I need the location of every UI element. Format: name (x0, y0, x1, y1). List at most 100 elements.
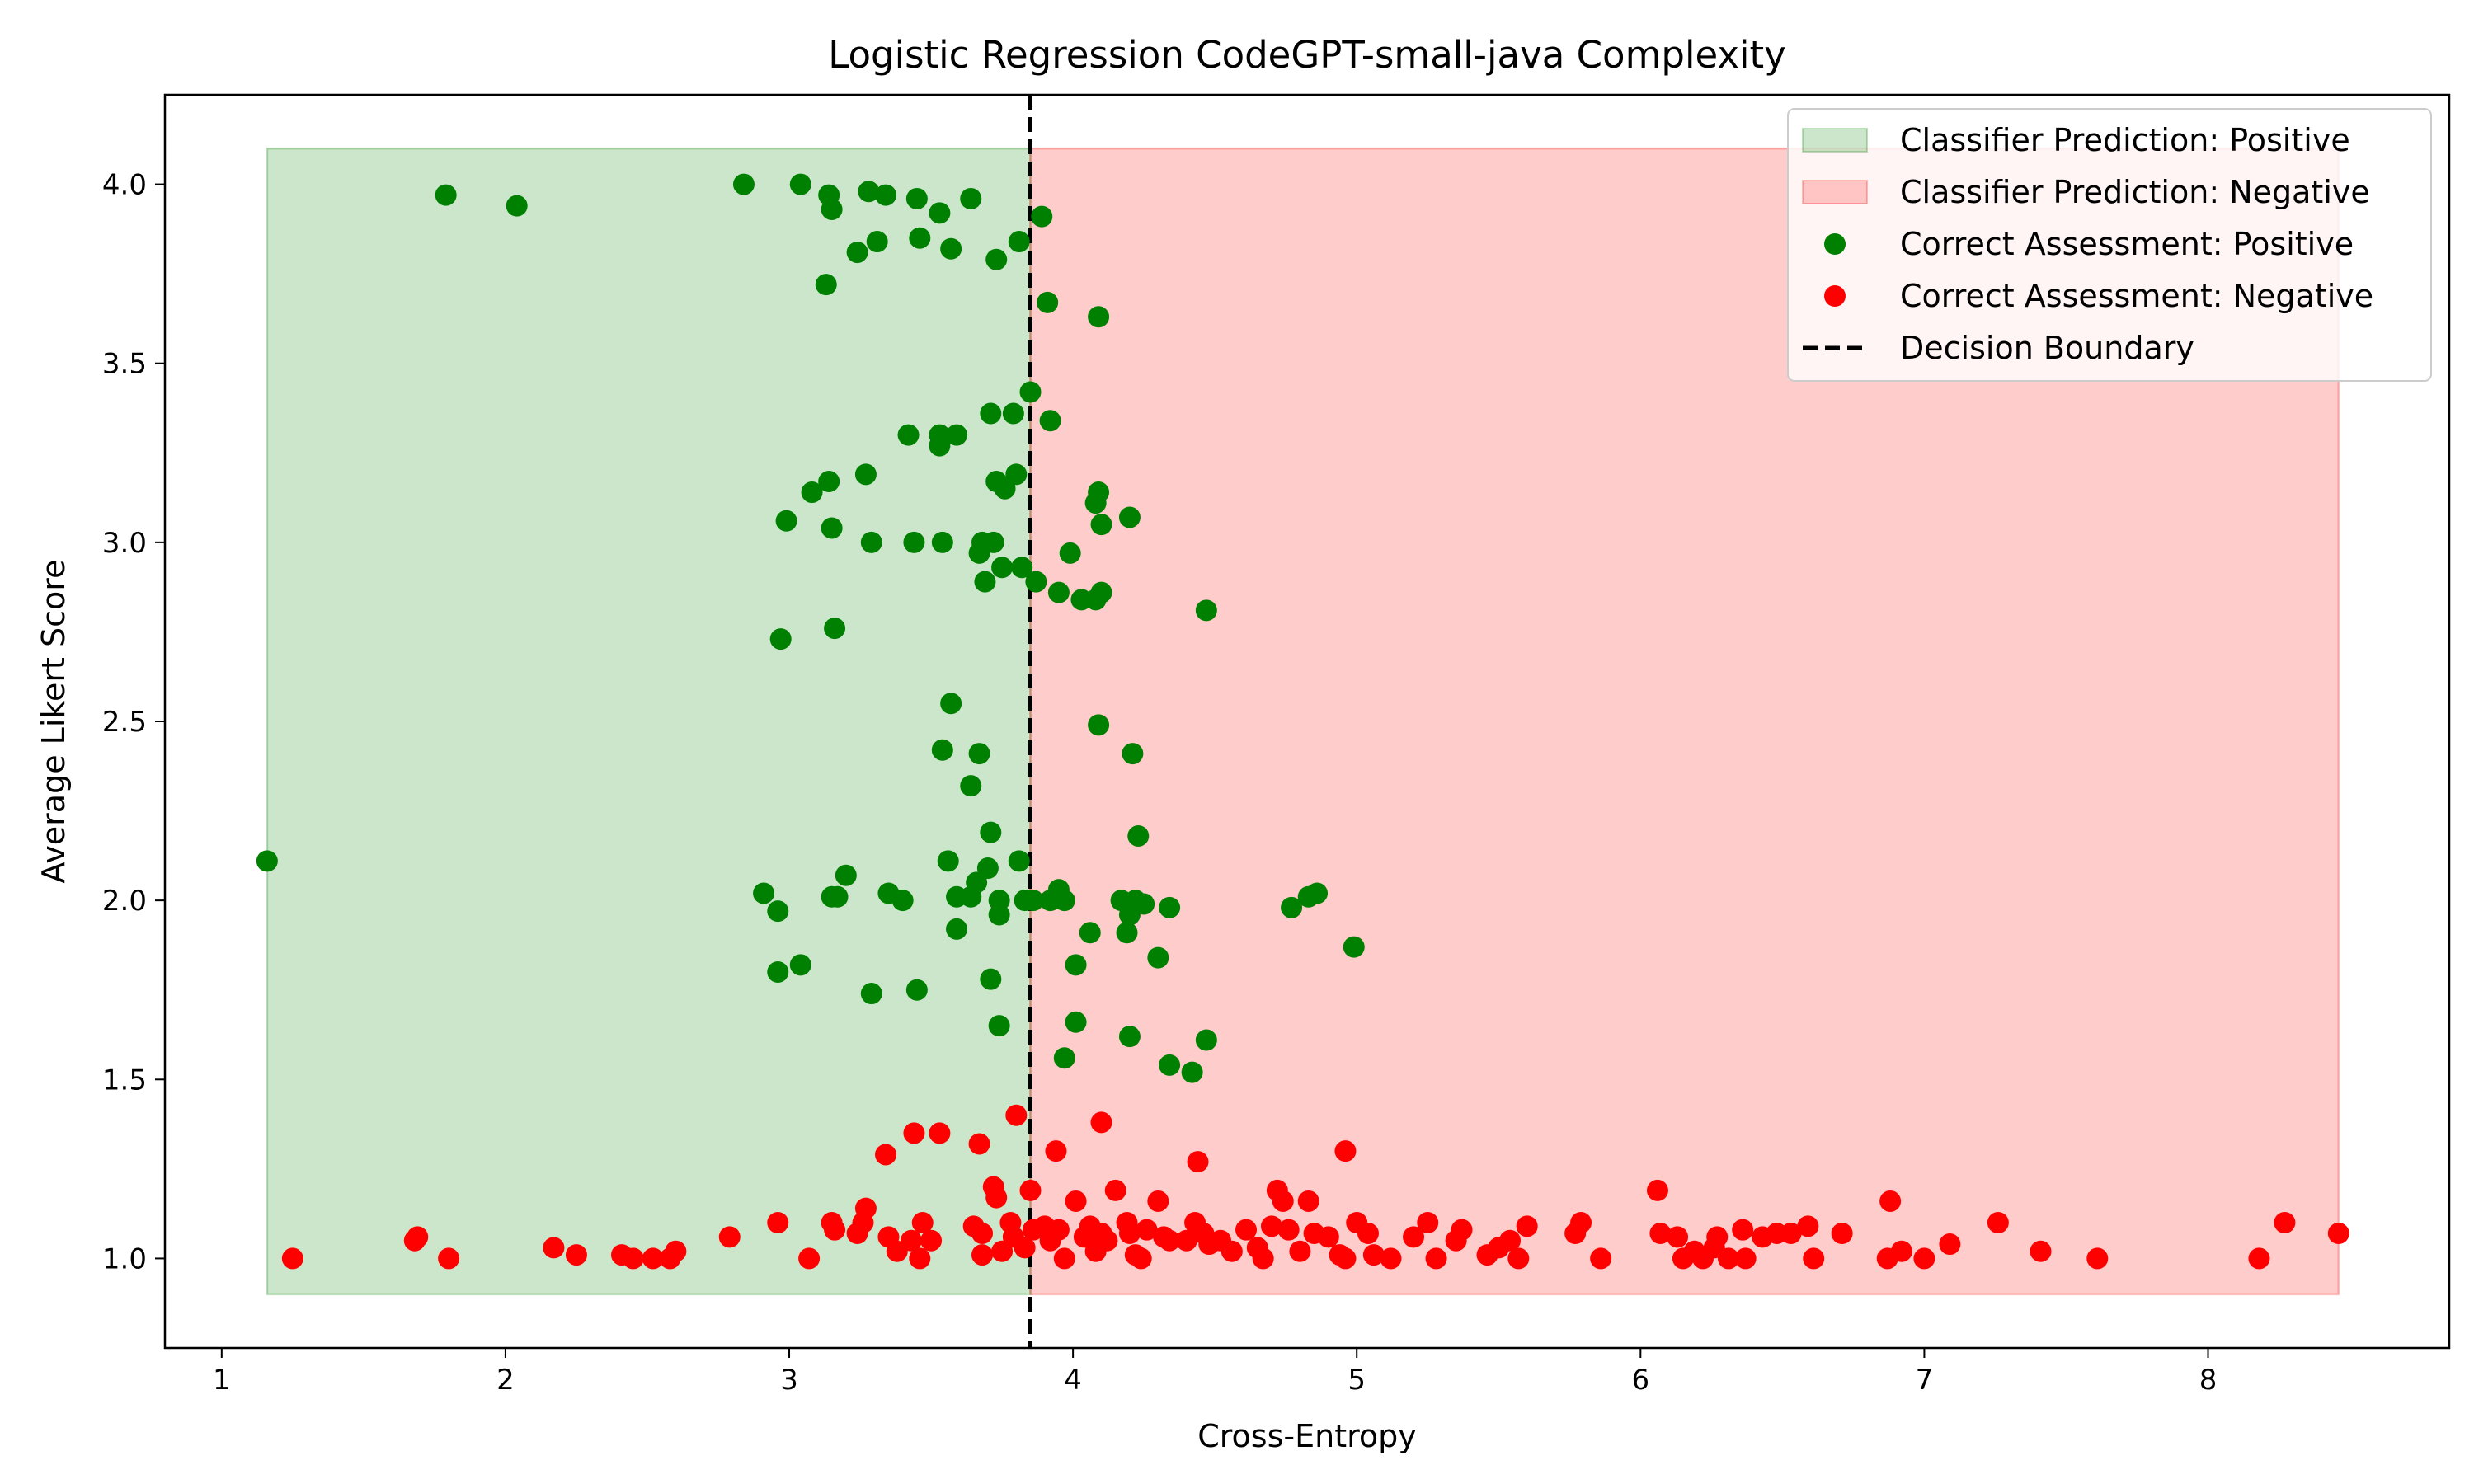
positive-point (980, 821, 1002, 843)
positive-point (1133, 893, 1155, 915)
negative-point (824, 1219, 846, 1241)
negative-point (985, 1186, 1008, 1209)
negative-point (2327, 1223, 2349, 1245)
chart-title: Logistic Regression CodeGPT-small-java C… (828, 33, 1786, 77)
scatter-points (256, 173, 2349, 1270)
x-tick-label: 1 (213, 1364, 231, 1397)
negative-point (1732, 1219, 1754, 1241)
positive-point (1088, 306, 1110, 328)
negative-point (1507, 1247, 1530, 1270)
negative-point (665, 1240, 687, 1262)
negative-point (971, 1223, 994, 1245)
negative-point (1096, 1229, 1118, 1252)
negative-point (1939, 1233, 1961, 1256)
positive-point (818, 471, 840, 493)
negative-point (438, 1247, 460, 1270)
negative-point (909, 1247, 931, 1270)
positive-point (1025, 571, 1047, 593)
negative-point (1045, 1140, 1067, 1162)
positive-point (767, 900, 789, 923)
positive-point (985, 248, 1008, 270)
negative-point (1913, 1247, 1935, 1270)
negative-point (1053, 1247, 1075, 1270)
negative-point (1221, 1240, 1243, 1262)
negative-point (968, 1133, 990, 1155)
y-tick-label: 1.5 (102, 1064, 147, 1097)
x-tick-label: 6 (1631, 1364, 1649, 1397)
positive-point (929, 202, 951, 224)
positive-point (1008, 850, 1030, 872)
positive-point (891, 890, 914, 912)
positive-point (991, 556, 1014, 579)
positive-point (1022, 890, 1044, 912)
negative-point (1667, 1226, 1689, 1248)
positive-point (1090, 581, 1112, 603)
positive-point (1122, 743, 1144, 765)
positive-point (974, 571, 996, 593)
negative-point (1987, 1212, 2009, 1233)
positive-point (835, 864, 857, 886)
positive-point (1065, 954, 1087, 976)
negative-point (2248, 1247, 2270, 1270)
y-axis-label: Average Likert Score (35, 560, 72, 884)
positive-point (931, 739, 953, 761)
negative-point (1797, 1215, 1819, 1237)
y-tick-label: 3.0 (102, 527, 147, 560)
positive-point (1039, 410, 1061, 432)
negative-point (2030, 1240, 2052, 1262)
negative-point (1118, 1223, 1141, 1245)
positive-point (980, 968, 1002, 990)
negative-point (1334, 1247, 1357, 1270)
positive-point (940, 693, 962, 715)
positive-point (988, 904, 1010, 926)
positive-point (946, 424, 968, 446)
negative-point (1646, 1179, 1668, 1201)
positive-point (1037, 291, 1059, 313)
legend-label: Classifier Prediction: Positive (1900, 122, 2350, 158)
x-tick-label: 4 (1064, 1364, 1082, 1397)
positive-point (821, 198, 843, 220)
negative-point (1175, 1229, 1197, 1252)
negative-point (929, 1122, 951, 1144)
positive-point (1306, 882, 1329, 904)
positive-point (1159, 896, 1181, 918)
positive-point (980, 402, 1002, 425)
positive-point (767, 961, 789, 983)
negative-point (281, 1247, 303, 1270)
positive-point (931, 531, 953, 553)
negative-point (991, 1240, 1014, 1262)
negative-point (1277, 1219, 1300, 1241)
positive-point (506, 195, 528, 217)
positive-point (860, 983, 882, 1005)
positive-point (789, 954, 811, 976)
positive-point (1047, 581, 1070, 603)
negative-point (920, 1229, 943, 1252)
positive-point (801, 481, 823, 504)
negative-point (1649, 1223, 1672, 1245)
negative-point (1831, 1223, 1853, 1245)
positive-point (1195, 599, 1217, 622)
legend-marker (1824, 233, 1846, 255)
positive-point (1159, 1054, 1181, 1076)
negative-point (1317, 1226, 1339, 1248)
positive-point (976, 857, 999, 880)
y-tick-label: 2.0 (102, 885, 147, 918)
legend-label: Correct Assessment: Positive (1900, 226, 2354, 262)
negative-point (1005, 1104, 1028, 1126)
negative-point (1380, 1247, 1402, 1270)
negative-point (1019, 1179, 1042, 1201)
negative-point (1706, 1226, 1729, 1248)
legend-swatch (1802, 128, 1868, 153)
positive-point (824, 618, 846, 640)
negative-point (543, 1237, 565, 1259)
negative-point (1136, 1219, 1158, 1241)
negative-point (1516, 1215, 1538, 1237)
positive-point (860, 531, 882, 553)
negative-point (767, 1212, 789, 1233)
positive-point (1079, 922, 1101, 944)
y-tick-label: 4.0 (102, 169, 147, 202)
negative-point (1297, 1190, 1319, 1212)
negative-point (642, 1247, 664, 1270)
negative-point (1272, 1190, 1294, 1212)
negative-point (1417, 1212, 1439, 1233)
